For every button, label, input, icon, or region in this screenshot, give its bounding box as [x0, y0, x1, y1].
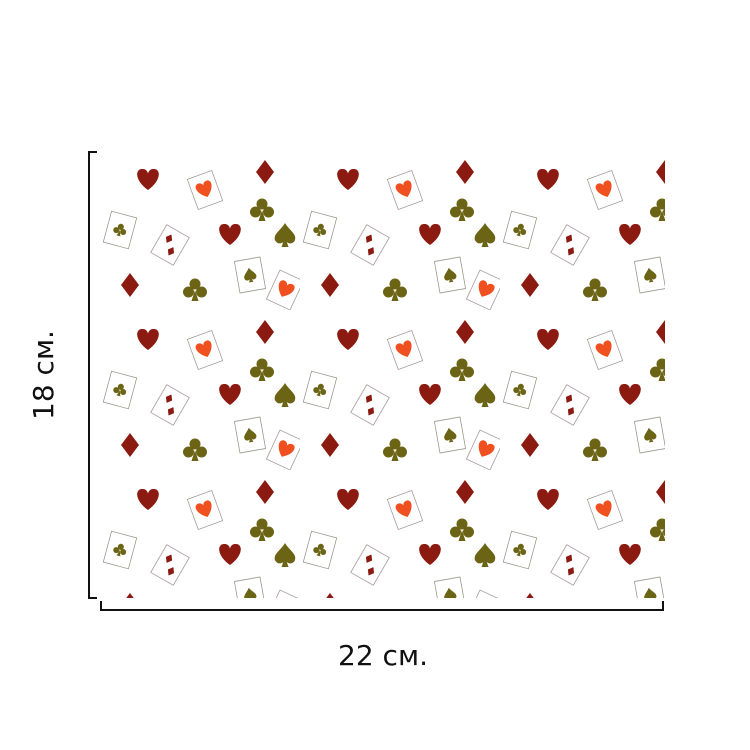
width-label: 22 см.	[338, 639, 428, 672]
width-bracket	[100, 601, 664, 611]
fabric-pattern	[100, 150, 665, 598]
height-label: 18 см.	[27, 330, 60, 420]
height-bracket	[88, 151, 97, 599]
